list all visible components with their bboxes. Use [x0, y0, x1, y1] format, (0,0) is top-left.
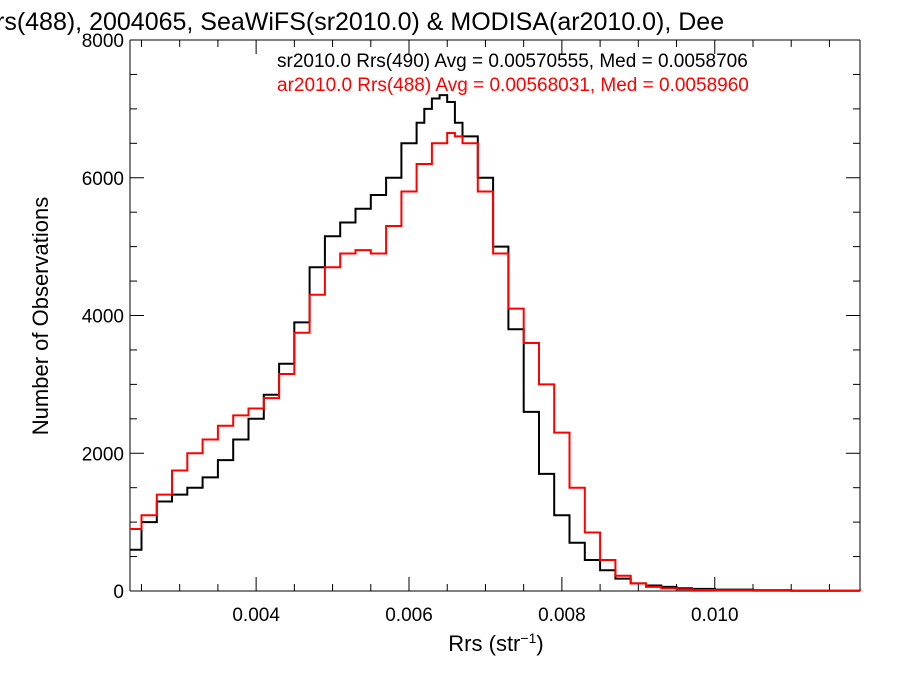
y-axis-ticks: 0 2000 4000 6000 8000 — [82, 31, 860, 603]
y-tick-label: 4000 — [82, 307, 124, 328]
y-tick-label: 6000 — [82, 169, 124, 190]
x-axis-label-exponent: −1 — [520, 630, 536, 646]
y-tick-label: 2000 — [82, 444, 124, 465]
x-tick-label: 0.008 — [538, 605, 586, 626]
series-sr2010-line — [130, 94, 861, 592]
x-axis-label: Rrs (str−1) — [448, 630, 543, 656]
x-tick-label: 0.006 — [385, 605, 433, 626]
plot-frame — [129, 39, 861, 592]
x-tick-label: 0.004 — [232, 605, 280, 626]
legend-entry-sr2010: sr2010.0 Rrs(490) Avg = 0.00570555, Med … — [277, 51, 748, 72]
y-tick-label: 8000 — [82, 31, 124, 52]
x-axis-label-main: Rrs (str — [448, 631, 520, 656]
x-axis-ticks: 0.004 0.006 0.008 0.010 — [140, 40, 830, 626]
legend: sr2010.0 Rrs(490) Avg = 0.00570555, Med … — [277, 51, 749, 96]
y-axis-label: Number of Observations — [28, 197, 53, 435]
series-layer — [130, 94, 861, 592]
x-tick-label: 0.010 — [691, 605, 739, 626]
y-tick-label: 0 — [113, 582, 124, 603]
legend-entry-ar2010: ar2010.0 Rrs(488) Avg = 0.00568031, Med … — [277, 75, 749, 96]
chart-title: rs(488), 2004065, SeaWiFS(sr2010.0) & MO… — [0, 8, 724, 36]
x-axis-label-close: ) — [536, 631, 543, 656]
series-ar2010-line — [130, 132, 861, 592]
